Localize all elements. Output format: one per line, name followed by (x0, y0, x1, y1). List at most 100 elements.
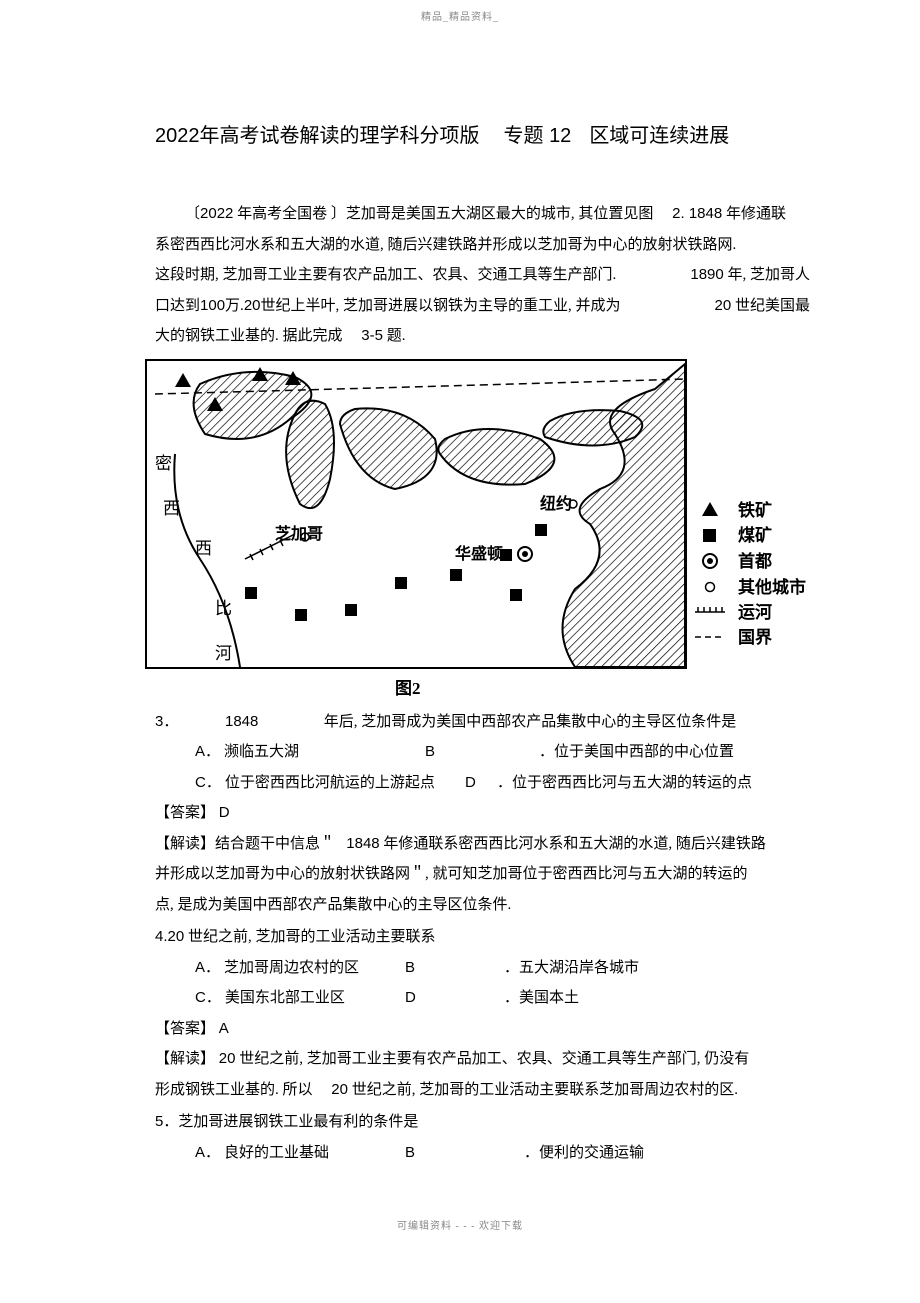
q4-opt-c: C．美国东北部工业区 (195, 984, 405, 1013)
passage-num: 20 (715, 297, 732, 314)
q4-c-text: 美国东北部工业区 (225, 984, 345, 1013)
q3-answer: 【答案】 D (155, 799, 810, 828)
passage-line-1: 〔2022 年高考全国卷 〕芝加哥是美国五大湖区最大的城市, 其位置见图 2. … (155, 200, 810, 229)
title-year: 2022 (155, 125, 200, 147)
q3-explain-3: 点, 是成为美国中西部农产品集散中心的主导区位条件. (155, 891, 810, 920)
map-figure: 密 西 西 比 河 芝加哥 纽约 华盛顿 铁矿 煤矿 首都 其他城市 运河 国界… (145, 359, 810, 704)
exp-num: 20 (331, 1081, 348, 1098)
page-title: 2022年高考试卷解读的理学科分项版 专题 12 区域可连续进展 (155, 117, 810, 155)
passage-line-5: 大的钢铁工业基的. 据此完成 3-5 题. (155, 322, 810, 351)
passage-line-2: 系密西西比河水系和五大湖的水道, 随后兴建铁路并形成以芝加哥为中心的放射状铁路网… (155, 231, 810, 260)
legend-city: 其他城市 (738, 577, 806, 597)
passage-text: 大的钢铁工业基的. 据此完成 (155, 328, 343, 344)
q4-opt-b: B．五大湖沿岸各城市 (405, 954, 639, 983)
map-label-xi1: 西 (163, 499, 180, 518)
map-label-xi2: 西 (195, 539, 212, 558)
q3-stem: 3．1848 年后, 芝加哥成为美国中西部农产品集散中心的主导区位条件是 (155, 708, 810, 737)
q3-c-text: 位于密西西比河航运的上游起点 (225, 769, 435, 798)
passage-num: 100 (200, 292, 225, 321)
q4-b-text: ．五大湖沿岸各城市 (504, 954, 639, 983)
header-watermark: 精品_精品资料_ (0, 0, 920, 27)
q4-d-text: ．美国本土 (504, 984, 579, 1013)
q3-explain-1: 【解读】结合题干中信息＂ 1848 年修通联系密西西比河水系和五大湖的水道, 随… (155, 830, 810, 859)
q3-opt-d: D．位于密西西比河与五大湖的转运的点 (465, 769, 752, 798)
q3-a-text: 濒临五大湖 (224, 738, 299, 767)
legend-coal: 煤矿 (738, 525, 772, 545)
legend-capital: 首都 (738, 551, 772, 571)
q3-year: 1848 (225, 708, 320, 737)
passage-text: 万. (225, 292, 244, 321)
q5-opt-a: A．良好的工业基础 (195, 1139, 405, 1168)
q4-explain-1: 【解读】 20 世纪之前, 芝加哥工业主要有农产品加工、农具、交通工具等生产部门… (155, 1045, 810, 1074)
passage-text: 世纪上半叶, 芝加哥进展以钢铁为主导的重工业, 并成为 (261, 292, 621, 321)
exp-text: 世纪之前, 芝加哥工业主要有农产品加工、农具、交通工具等生产部门, 仍没有 (235, 1051, 749, 1067)
exp-text: 形成钢铁工业基的. 所以 (155, 1082, 313, 1098)
q3-options-ab: A．濒临五大湖 B．位于美国中西部的中心位置 (155, 738, 810, 767)
map-svg: 密 西 西 比 河 芝加哥 纽约 华盛顿 铁矿 煤矿 首都 其他城市 运河 国界… (145, 359, 810, 704)
exp-label: 【解读】结合题干中信息＂ (155, 836, 335, 852)
passage-num: 3-5 (361, 327, 383, 344)
passage-text: 口达到 (155, 292, 200, 321)
q3-opt-b: B．位于美国中西部的中心位置 (425, 738, 734, 767)
passage-text: 年修通联 (722, 206, 786, 222)
title-text-2: 专题 (504, 125, 544, 147)
passage-text: 题. (383, 328, 406, 344)
q4-options-cd: C．美国东北部工业区 D．美国本土 (155, 984, 810, 1013)
q4-num: 4.20 (155, 923, 184, 952)
exp-text: 世纪之前, 芝加哥的工业活动主要联系芝加哥周边农村的区. (348, 1082, 738, 1098)
q3-opt-a: A．濒临五大湖 (195, 738, 425, 767)
map-label-newyork: 纽约 (540, 494, 572, 513)
q4-options-ab: A．芝加哥周边农村的区 B．五大湖沿岸各城市 (155, 954, 810, 983)
q3-options-cd: C．位于密西西比河航运的上游起点 D．位于密西西比河与五大湖的转运的点 (155, 769, 810, 798)
passage-year: 2022 (200, 205, 233, 222)
map-label-washington: 华盛顿 (455, 544, 503, 563)
map-label-bi: 比 (215, 599, 232, 618)
legend-canal: 运河 (738, 603, 772, 622)
ans-label: 【答案】 (155, 805, 219, 821)
q3-d-text: ．位于密西西比河与五大湖的转运的点 (497, 769, 752, 798)
q3-text: 年后, 芝加哥成为美国中西部农产品集散中心的主导区位条件是 (320, 714, 736, 730)
exp-num: 20 (219, 1050, 236, 1067)
passage-num: 1890 (690, 266, 723, 283)
title-text-3: 区域可连续进展 (589, 125, 729, 147)
bracket-open: 〔 (185, 206, 200, 222)
q4-answer: 【答案】 A (155, 1015, 810, 1044)
exp-year: 1848 (346, 835, 379, 852)
q5-a-text: 良好的工业基础 (224, 1139, 329, 1168)
q5-options-ab: A．良好的工业基础 B．便利的交通运输 (155, 1139, 810, 1168)
q5-b-text: ．便利的交通运输 (524, 1139, 644, 1168)
ans-value: D (219, 804, 230, 821)
document-body: 2022年高考试卷解读的理学科分项版专题 12区域可连续进展 〔2022 年高考… (0, 27, 920, 1167)
ans-label: 【答案】 (155, 1021, 219, 1037)
passage-text: 年高考全国卷 〕芝加哥是美国五大湖区最大的城市, 其位置见图 (233, 206, 653, 222)
q4-explain-2: 形成钢铁工业基的. 所以 20 世纪之前, 芝加哥的工业活动主要联系芝加哥周边农… (155, 1076, 810, 1105)
q5-opt-b: B．便利的交通运输 (405, 1139, 644, 1168)
q4-stem: 4.20 世纪之前, 芝加哥的工业活动主要联系 (155, 923, 810, 952)
map-caption: 图2 (395, 679, 421, 698)
title-text-1: 年高考试卷解读的理学科分项版 (200, 125, 480, 147)
ans-value: A (219, 1020, 229, 1037)
passage-text: 这段时期, 芝加哥工业主要有农产品加工、农具、交通工具等生产部门. (155, 267, 616, 283)
q3-explain-2: 并形成以芝加哥为中心的放射状铁路网＂, 就可知芝加哥位于密西西比河与五大湖的转运… (155, 860, 810, 889)
map-label-mi: 密 (155, 454, 172, 473)
map-label-he: 河 (215, 644, 232, 663)
q5-stem: 5．芝加哥进展钢铁工业最有利的条件是 (155, 1108, 810, 1137)
q4-opt-d: D．美国本土 (405, 984, 579, 1013)
passage-line-4: 口达到 100 万. 20 世纪上半叶, 芝加哥进展以钢铁为主导的重工业, 并成… (155, 292, 810, 321)
passage-text: 年, 芝加哥人 (724, 267, 810, 283)
passage-line-3: 这段时期, 芝加哥工业主要有农产品加工、农具、交通工具等生产部门. 1890 年… (155, 261, 810, 290)
q4-opt-a: A．芝加哥周边农村的区 (195, 954, 405, 983)
exp-label: 【解读】 (155, 1051, 219, 1067)
q5-text: ．芝加哥进展钢铁工业最有利的条件是 (163, 1114, 418, 1130)
q4-a-text: 芝加哥周边农村的区 (224, 954, 359, 983)
footer-watermark: 可编辑资料 - - - 欢迎下载 (0, 1217, 920, 1236)
passage-num: 2. 1848 (672, 205, 722, 222)
passage-num: 20 (244, 292, 261, 321)
q3-opt-c: C．位于密西西比河航运的上游起点 (195, 769, 465, 798)
legend-iron: 铁矿 (738, 500, 772, 520)
q4-text: 世纪之前, 芝加哥的工业活动主要联系 (184, 929, 435, 945)
exp-text: 年修通联系密西西比河水系和五大湖的水道, 随后兴建铁路 (380, 836, 766, 852)
title-topic-num: 12 (549, 125, 571, 147)
map-label-chicago: 芝加哥 (275, 524, 323, 543)
legend-border: 国界 (738, 628, 772, 647)
